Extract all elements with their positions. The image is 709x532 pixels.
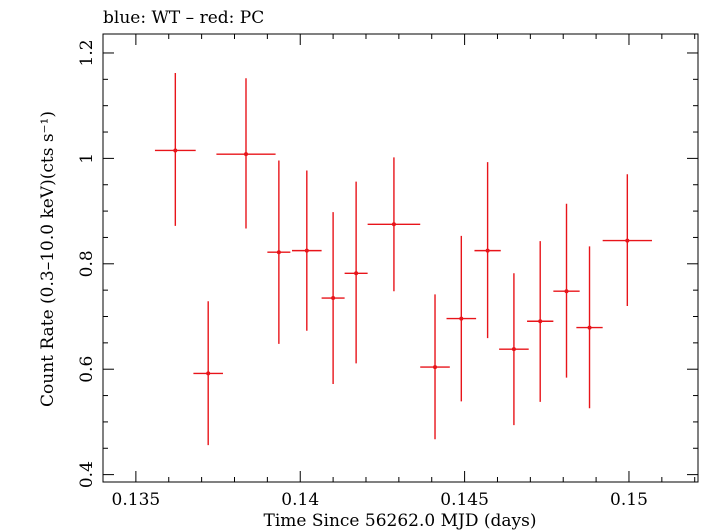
data-marker: [485, 248, 490, 253]
data-point: [367, 157, 421, 292]
plot-area-border: [102, 33, 699, 483]
data-point: [344, 181, 368, 364]
data-point: [154, 73, 196, 226]
data-point: [193, 301, 223, 446]
plot-frame: [102, 33, 699, 483]
x-tick-label: 0.145: [440, 490, 489, 510]
data-marker: [433, 365, 438, 370]
y-axis-ticks: 0.4 0.6 0.8 1 1.2: [77, 39, 698, 488]
data-marker: [354, 271, 359, 276]
data-marker: [538, 319, 543, 324]
x-axis-ticks: 0.135 0.14 0.145 0.15: [102, 34, 696, 510]
y-tick-label: 1: [77, 153, 97, 164]
data-marker: [625, 238, 630, 243]
data-point: [420, 294, 450, 440]
data-marker: [243, 152, 248, 157]
data-point: [216, 78, 276, 229]
data-marker: [511, 347, 516, 352]
data-marker: [587, 325, 592, 330]
data-marker: [564, 289, 569, 294]
data-marker: [391, 222, 396, 227]
y-tick-label: 0.6: [77, 356, 97, 383]
data-point: [602, 174, 652, 306]
x-axis-label: Time Since 56262.0 MJD (days): [264, 511, 537, 531]
data-marker: [331, 296, 336, 301]
y-tick-label: 0.4: [77, 461, 97, 488]
y-tick-label: 0.8: [77, 250, 97, 277]
y-tick-label: 1.2: [77, 39, 97, 66]
data-point: [321, 212, 345, 384]
data-marker: [304, 248, 309, 253]
data-marker: [459, 316, 464, 321]
data-point: [499, 273, 529, 426]
y-axis-label: Count Rate (0.3–10.0 keV)(cts s⁻¹): [38, 111, 58, 407]
x-tick-label: 0.14: [281, 490, 319, 510]
data-marker: [173, 148, 178, 153]
data-point: [576, 246, 603, 409]
data-point: [474, 162, 501, 339]
x-tick-label: 0.15: [610, 490, 648, 510]
data-point: [292, 170, 322, 331]
data-point: [267, 160, 291, 344]
x-tick-label: 0.135: [112, 490, 161, 510]
data-point: [553, 203, 580, 378]
data-marks: [154, 73, 652, 446]
data-marker: [206, 371, 211, 376]
data-point: [446, 235, 477, 402]
data-point: [527, 241, 554, 402]
data-marker: [276, 250, 281, 255]
chart-title: blue: WT – red: PC: [103, 8, 264, 28]
